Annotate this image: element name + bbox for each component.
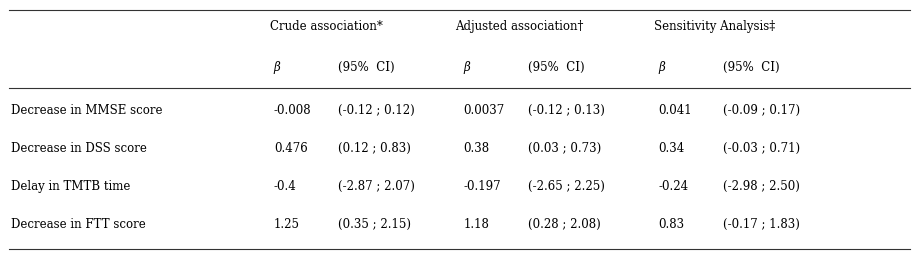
Text: (95%  CI): (95% CI) [338, 61, 395, 74]
Text: -0.197: -0.197 [463, 180, 501, 193]
Text: Sensitivity Analysis‡: Sensitivity Analysis‡ [654, 20, 776, 33]
Text: 0.38: 0.38 [463, 142, 489, 155]
Text: (-0.12 ; 0.12): (-0.12 ; 0.12) [338, 104, 415, 117]
Text: 0.83: 0.83 [658, 218, 684, 231]
Text: Decrease in MMSE score: Decrease in MMSE score [11, 104, 163, 117]
Text: β: β [274, 61, 280, 74]
Text: -0.24: -0.24 [658, 180, 688, 193]
Text: (-0.12 ; 0.13): (-0.12 ; 0.13) [528, 104, 605, 117]
Text: (95%  CI): (95% CI) [528, 61, 584, 74]
Text: (0.35 ; 2.15): (0.35 ; 2.15) [338, 218, 411, 231]
Text: 0.041: 0.041 [658, 104, 692, 117]
Text: 0.34: 0.34 [658, 142, 685, 155]
Text: Decrease in DSS score: Decrease in DSS score [11, 142, 147, 155]
Text: (-2.98 ; 2.50): (-2.98 ; 2.50) [723, 180, 800, 193]
Text: (0.12 ; 0.83): (0.12 ; 0.83) [338, 142, 411, 155]
Text: 1.18: 1.18 [463, 218, 489, 231]
Text: Crude association*: Crude association* [270, 20, 382, 33]
Text: (95%  CI): (95% CI) [723, 61, 780, 74]
Text: Delay in TMTB time: Delay in TMTB time [11, 180, 130, 193]
Text: (0.03 ; 0.73): (0.03 ; 0.73) [528, 142, 601, 155]
Text: Decrease in FTT score: Decrease in FTT score [11, 218, 146, 231]
Text: (-2.65 ; 2.25): (-2.65 ; 2.25) [528, 180, 605, 193]
Text: (0.28 ; 2.08): (0.28 ; 2.08) [528, 218, 600, 231]
Text: (-0.17 ; 1.83): (-0.17 ; 1.83) [723, 218, 800, 231]
Text: -0.4: -0.4 [274, 180, 297, 193]
Text: β: β [463, 61, 470, 74]
Text: -0.008: -0.008 [274, 104, 312, 117]
Text: 0.476: 0.476 [274, 142, 308, 155]
Text: (-0.09 ; 0.17): (-0.09 ; 0.17) [723, 104, 800, 117]
Text: Adjusted association†: Adjusted association† [455, 20, 584, 33]
Text: β: β [658, 61, 664, 74]
Text: (-0.03 ; 0.71): (-0.03 ; 0.71) [723, 142, 800, 155]
Text: 1.25: 1.25 [274, 218, 300, 231]
Text: 0.0037: 0.0037 [463, 104, 505, 117]
Text: (-2.87 ; 2.07): (-2.87 ; 2.07) [338, 180, 415, 193]
